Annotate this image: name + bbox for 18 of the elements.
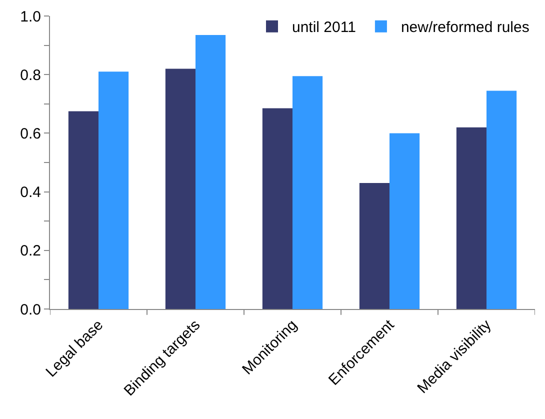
y-tick-label: 0.4	[20, 184, 41, 202]
y-tick-label: 0.2	[20, 242, 41, 260]
y-tick-label: 0.0	[20, 301, 41, 318]
bar	[165, 68, 196, 309]
bar	[359, 183, 390, 309]
bar	[486, 90, 517, 309]
bar	[196, 35, 226, 309]
bar	[98, 72, 129, 309]
bar	[456, 127, 486, 309]
legend-label: new/reformed rules	[400, 19, 530, 36]
legend-label: until 2011	[292, 19, 356, 36]
bar	[262, 108, 292, 309]
bar	[390, 133, 420, 309]
bar	[68, 111, 98, 309]
bar	[292, 76, 323, 309]
y-tick-label: 0.6	[20, 125, 41, 142]
y-tick-label: 1.0	[20, 8, 41, 26]
y-tick-label: 0.8	[20, 66, 41, 84]
